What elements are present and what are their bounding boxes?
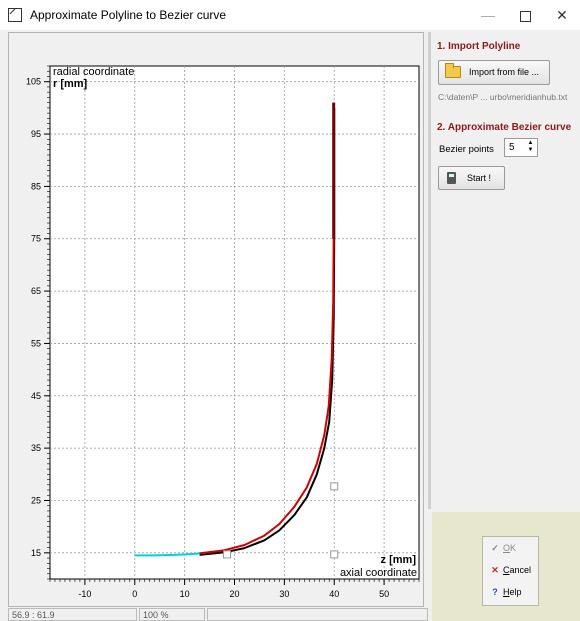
check-icon: ✓: [491, 543, 499, 553]
x-tick-label: -10: [78, 589, 91, 599]
import-button-label: Import from file ...: [469, 67, 540, 77]
ok-button[interactable]: ✓ OK: [483, 537, 538, 559]
folder-icon: [445, 63, 461, 78]
start-button[interactable]: Start !: [438, 166, 505, 190]
bezier-control-point: [223, 550, 232, 559]
y-tick-label: 105: [26, 77, 41, 87]
spinner-arrows-icon[interactable]: ▲ ▼: [527, 140, 534, 153]
plot-area[interactable]: -10 0 10 20 30 40 50 15 25 35 45 55 65 75 85 95 105 radia…: [8, 32, 424, 607]
bezier-control-point: [330, 550, 339, 559]
splitter[interactable]: [428, 32, 431, 509]
ok-mnemonic: O: [503, 543, 511, 553]
series-line-1: [134, 551, 205, 557]
x-axis-unit: z [mm]: [381, 554, 417, 566]
x-tick-label: 0: [132, 589, 137, 599]
x-tick-label: 40: [329, 589, 339, 599]
series-line-2: [199, 233, 335, 555]
help-mnemonic: H: [503, 587, 510, 597]
window-title: Approximate Polyline to Bezier curve: [30, 8, 227, 22]
y-tick-label: 15: [31, 548, 41, 558]
dialog-button-group: ✓ OK ✕ Cancel ? Help: [482, 536, 539, 606]
import-button[interactable]: Import from file ...: [438, 60, 550, 85]
control-panel: 1. Import Polyline Import from file ... …: [432, 32, 580, 509]
help-label: elp: [509, 587, 522, 597]
status-bar: 56.9 : 61.9 100 %: [8, 608, 428, 621]
y-tick-label: 75: [31, 234, 41, 244]
status-empty: [207, 608, 428, 621]
cancel-mnemonic: C: [503, 565, 510, 575]
help-button[interactable]: ? Help: [483, 581, 538, 603]
y-axis-unit: r [mm]: [53, 78, 88, 90]
meridian-chart[interactable]: -10 0 10 20 30 40 50 15 25 35 45 55 65 75 85 95 105 radia…: [9, 33, 423, 606]
cancel-button[interactable]: ✕ Cancel: [483, 559, 538, 581]
title-bar: Approximate Polyline to Bezier curve — ✕: [0, 0, 580, 30]
status-coords: 56.9 : 61.9: [8, 608, 137, 621]
x-tick-label: 20: [229, 589, 239, 599]
help-icon: ?: [492, 587, 498, 597]
calculator-icon: [447, 172, 456, 184]
minimize-button[interactable]: —: [481, 7, 495, 23]
app-icon: [8, 8, 22, 22]
bezier-points-value: 5: [509, 142, 515, 153]
maximize-button[interactable]: [507, 4, 543, 26]
start-button-label: Start !: [467, 173, 492, 183]
section-import-heading: 1. Import Polyline: [437, 41, 521, 52]
x-tick-label: 50: [379, 589, 389, 599]
y-tick-label: 25: [31, 495, 41, 505]
bezier-points-spinner[interactable]: 5 ▲ ▼: [504, 138, 538, 157]
file-path: C:\daten\P ... urbo\meridianhub.txt: [438, 92, 568, 102]
maximize-icon: [519, 10, 531, 22]
dialog-buttons-panel: ✓ OK ✕ Cancel ? Help: [432, 512, 580, 621]
y-tick-label: 55: [31, 338, 41, 348]
status-zoom: 100 %: [139, 608, 205, 621]
y-tick-label: 35: [31, 443, 41, 453]
y-tick-label: 65: [31, 286, 41, 296]
bezier-points-label: Bezier points: [439, 144, 494, 155]
x-tick-label: 30: [279, 589, 289, 599]
ok-label: K: [510, 543, 517, 553]
section-approx-heading: 2. Approximate Bezier curve: [437, 122, 572, 133]
x-tick-label: 10: [180, 589, 190, 599]
x-axis-label: axial coordinate: [340, 567, 417, 579]
cancel-x-icon: ✕: [491, 565, 499, 575]
y-tick-label: 85: [31, 181, 41, 191]
cancel-label: ancel: [509, 565, 532, 575]
close-button[interactable]: ✕: [556, 7, 568, 23]
y-tick-label: 45: [31, 391, 41, 401]
y-axis-label: radial coordinate: [53, 66, 134, 78]
y-tick-label: 95: [31, 129, 41, 139]
bezier-control-point: [330, 482, 339, 491]
